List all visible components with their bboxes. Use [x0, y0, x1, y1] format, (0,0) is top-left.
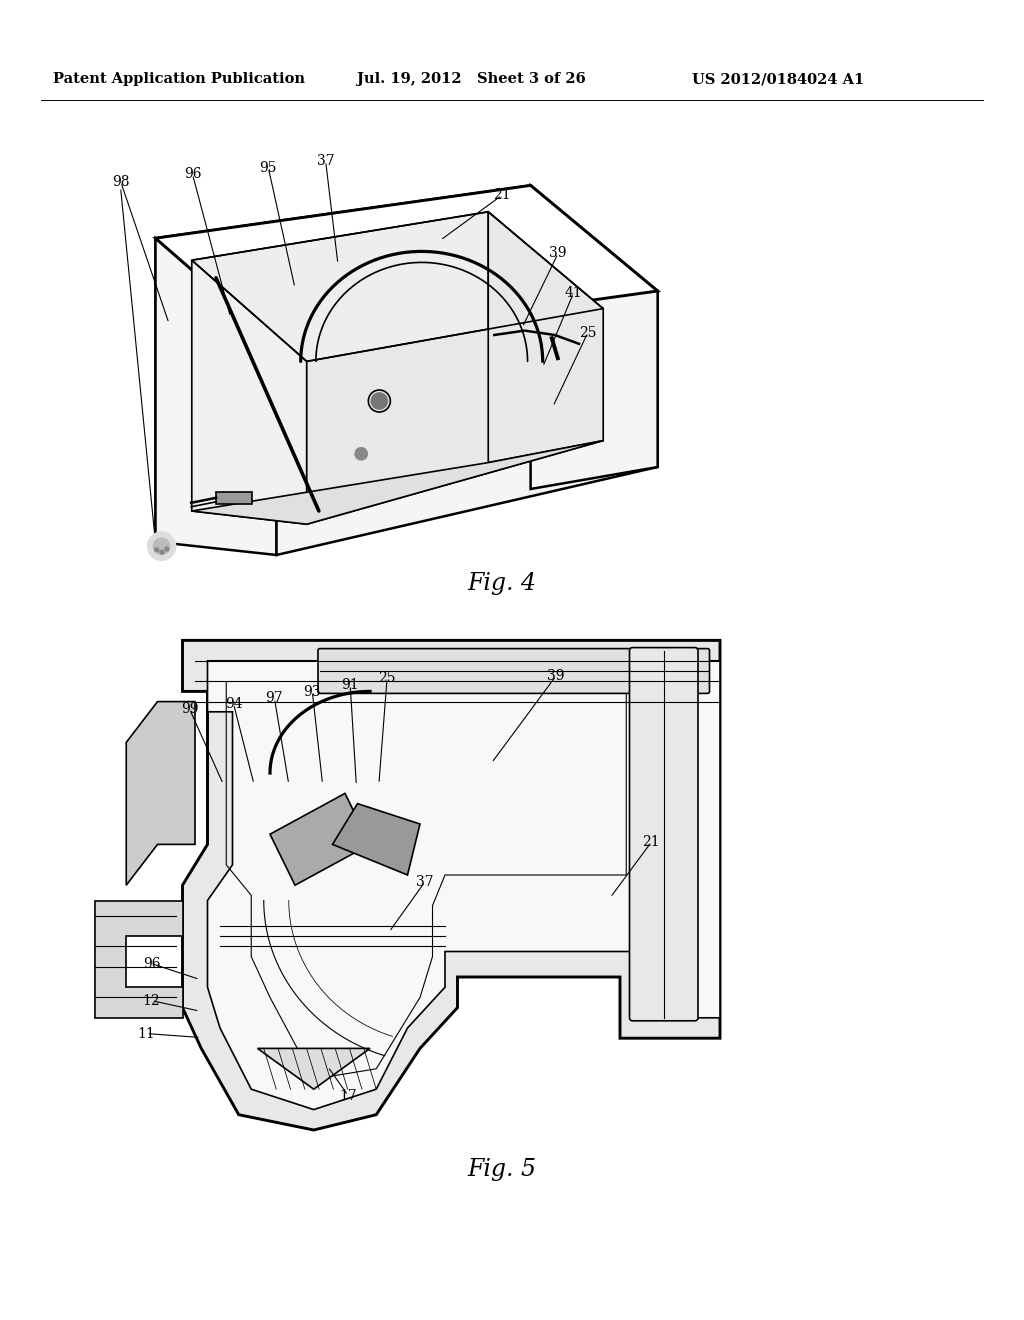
Text: 91: 91 [341, 678, 359, 692]
Text: 99: 99 [180, 702, 199, 715]
Polygon shape [191, 211, 488, 511]
Text: Patent Application Publication: Patent Application Publication [53, 73, 305, 86]
Circle shape [154, 539, 170, 554]
Text: 21: 21 [642, 836, 660, 849]
Polygon shape [276, 290, 657, 554]
Text: 39: 39 [549, 247, 567, 260]
Text: 97: 97 [265, 692, 284, 705]
FancyBboxPatch shape [318, 648, 710, 693]
Circle shape [372, 393, 387, 409]
Text: 17: 17 [339, 1089, 357, 1102]
Circle shape [160, 550, 164, 554]
Polygon shape [530, 185, 657, 488]
Polygon shape [333, 804, 420, 875]
Text: 98: 98 [112, 176, 130, 189]
Circle shape [355, 447, 368, 459]
Text: 41: 41 [564, 286, 583, 300]
Bar [216, 492, 252, 504]
Text: 94: 94 [224, 697, 243, 710]
Polygon shape [95, 900, 182, 1018]
Polygon shape [270, 793, 370, 886]
Text: Fig. 4: Fig. 4 [467, 572, 537, 595]
Text: 37: 37 [316, 154, 335, 168]
Polygon shape [156, 185, 530, 541]
Polygon shape [191, 441, 603, 524]
Text: 39: 39 [547, 669, 565, 682]
Text: 96: 96 [142, 957, 161, 970]
Circle shape [165, 546, 169, 550]
Polygon shape [208, 661, 720, 1110]
Text: Jul. 19, 2012   Sheet 3 of 26: Jul. 19, 2012 Sheet 3 of 26 [356, 73, 586, 86]
Circle shape [155, 548, 159, 552]
Text: 37: 37 [416, 875, 434, 888]
Text: 25: 25 [378, 672, 396, 685]
Text: 93: 93 [303, 685, 322, 698]
Circle shape [147, 532, 175, 560]
Polygon shape [257, 1048, 370, 1089]
Text: 11: 11 [137, 1027, 156, 1040]
Text: 12: 12 [142, 994, 161, 1007]
Text: 95: 95 [259, 161, 278, 174]
Text: 21: 21 [493, 189, 511, 202]
Polygon shape [182, 640, 720, 1130]
Polygon shape [191, 260, 307, 524]
Text: 25: 25 [579, 326, 597, 339]
Polygon shape [156, 238, 276, 554]
Polygon shape [488, 211, 603, 462]
Polygon shape [126, 702, 195, 886]
Text: Fig. 5: Fig. 5 [467, 1158, 537, 1181]
FancyBboxPatch shape [630, 648, 698, 1020]
Text: 96: 96 [183, 168, 202, 181]
Polygon shape [156, 185, 657, 343]
Text: US 2012/0184024 A1: US 2012/0184024 A1 [692, 73, 864, 86]
Polygon shape [307, 309, 603, 524]
